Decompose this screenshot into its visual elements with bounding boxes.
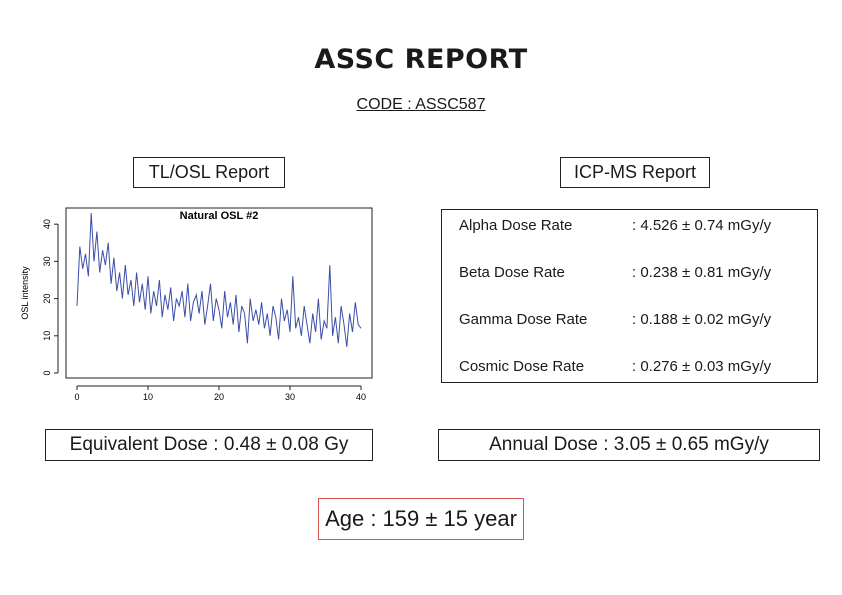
x-tick-label: 10 [143,392,153,402]
x-tick-label: 20 [214,392,224,402]
y-tick-label: 10 [42,331,52,341]
x-tick-label: 0 [74,392,79,402]
osl-series-line [76,212,362,348]
osl-chart: Natural OSL #2 OSL intensity 0 10 20 30 40 0 1… [20,207,373,402]
cosmic-dose-rate-row: Cosmic Dose Rate : 0.276 ± 0.03 mGy/y [442,358,817,380]
icp-ms-report-label: ICP-MS Report [560,157,710,188]
rate-name: Alpha Dose Rate [459,217,573,234]
age-result-box: Age : 159 ± 15 year [318,498,524,540]
annual-dose-box: Annual Dose : 3.05 ± 0.65 mGy/y [438,429,820,461]
beta-dose-rate-row: Beta Dose Rate : 0.238 ± 0.81 mGy/y [442,264,817,286]
y-tick-label: 20 [42,294,52,304]
report-title: ASSC REPORT [314,44,528,75]
report-code: CODE : ASSC587 [356,96,486,113]
rate-name: Beta Dose Rate [459,264,565,281]
rate-value: : 4.526 ± 0.74 mGy/y [632,217,772,234]
dose-rate-panel: Alpha Dose Rate : 4.526 ± 0.74 mGy/y Bet… [441,209,818,383]
rate-value: : 0.238 ± 0.81 mGy/y [632,264,772,281]
rate-name: Gamma Dose Rate [459,311,588,328]
equivalent-dose-box: Equivalent Dose : 0.48 ± 0.08 Gy [45,429,373,461]
chart-title: Natural OSL #2 [180,210,259,222]
rate-name: Cosmic Dose Rate [459,358,585,375]
rate-value: : 0.188 ± 0.02 mGy/y [632,311,772,328]
gamma-dose-rate-row: Gamma Dose Rate : 0.188 ± 0.02 mGy/y [442,311,817,333]
x-tick-label: 40 [356,392,366,402]
x-tick-label: 30 [285,392,295,402]
y-tick-label: 30 [42,256,52,266]
chart-ylabel: OSL intensity [20,266,30,320]
y-tick-label: 40 [42,219,52,229]
plot-frame [65,207,373,379]
alpha-dose-rate-row: Alpha Dose Rate : 4.526 ± 0.74 mGy/y [442,217,817,239]
rate-value: : 0.276 ± 0.03 mGy/y [632,358,772,375]
tl-osl-report-label: TL/OSL Report [133,157,285,188]
y-tick-label: 0 [42,370,52,375]
